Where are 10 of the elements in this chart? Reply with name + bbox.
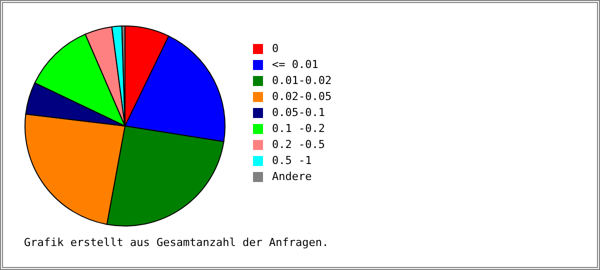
legend-label: 0.2 -0.5 <box>272 137 325 153</box>
text: Grafik erstellt aus Gesamtanzahl der Anfragen. <box>24 236 329 249</box>
legend-label: 0 <box>272 41 279 57</box>
legend-label: 0.5 -1 <box>272 153 312 169</box>
legend-label: 0.02-0.05 <box>272 89 332 105</box>
legend-label: 0.05-0.1 <box>272 105 325 121</box>
legend-label: 0.01-0.02 <box>272 73 332 89</box>
legend-label: <= 0.01 <box>272 57 318 73</box>
legend-label: 0.1 -0.2 <box>272 121 325 137</box>
legend-label: Andere <box>272 169 312 185</box>
